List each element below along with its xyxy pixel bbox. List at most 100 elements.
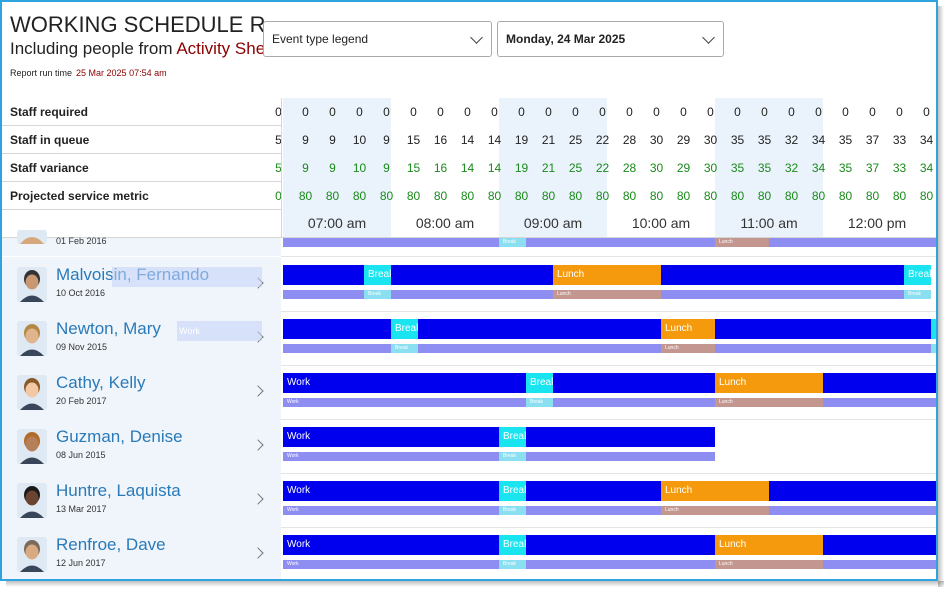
staff-row[interactable]: 01 Feb 2016 <box>2 230 281 256</box>
report-subtitle: Including people from Activity Sheet <box>10 39 266 59</box>
metric-value: 0 <box>788 105 795 119</box>
metric-value: 9 <box>302 133 309 147</box>
schedule-lunch-bar[interactable]: Lunch <box>715 373 823 393</box>
metric-value: 0 <box>545 105 552 119</box>
hour-band <box>499 98 607 238</box>
metric-value: 19 <box>514 133 529 147</box>
schedule-lunch-sub-bar[interactable]: Lunch <box>715 238 769 247</box>
schedule-lunch-sub-bar[interactable]: Lunch <box>661 344 715 353</box>
staff-date: 01 Feb 2016 <box>56 236 107 246</box>
schedule-work-bar[interactable] <box>553 373 715 393</box>
schedule-work-sub-bar[interactable]: Work <box>283 452 499 461</box>
date-dropdown[interactable]: Monday, 24 Mar 2025 <box>497 21 724 57</box>
schedule-break-bar[interactable]: Break <box>526 373 553 393</box>
schedule-work-bar[interactable] <box>283 265 364 285</box>
schedule-work-sub-bar[interactable] <box>283 344 391 353</box>
metric-value: 0 <box>275 105 282 119</box>
schedule-work-sub-bar[interactable] <box>526 506 661 515</box>
metric-value: 35 <box>838 161 853 175</box>
staff-row[interactable]: Newton, Mary 09 Nov 2015 Work <box>2 311 281 365</box>
hour-label: 09:00 am <box>523 215 583 231</box>
metric-value: 33 <box>892 133 907 147</box>
event-type-legend-dropdown[interactable]: Event type legend <box>263 21 492 57</box>
schedule-break-bar[interactable] <box>931 319 936 339</box>
schedule-lunch-sub-bar[interactable]: Lunch <box>553 290 661 299</box>
staff-row[interactable]: Malvoisin, Fernando10 Oct 2016 <box>2 257 281 311</box>
schedule-break-bar[interactable]: Break <box>499 481 526 501</box>
report-title: WORKING SCHEDULE REPORT <box>10 12 265 37</box>
schedule-work-sub-bar[interactable] <box>661 290 904 299</box>
schedule-work-bar[interactable] <box>661 265 904 285</box>
schedule-break-sub-bar[interactable]: Break <box>499 560 526 569</box>
schedule-work-bar[interactable] <box>283 319 391 339</box>
schedule-work-sub-bar[interactable] <box>526 560 715 569</box>
staff-row[interactable]: Guzman, Denise 08 Jun 2015 <box>2 419 281 473</box>
schedule-lunch-bar[interactable]: Lunch <box>715 535 823 555</box>
schedule-work-sub-bar[interactable]: Work <box>283 506 499 515</box>
metric-value: 80 <box>622 189 637 203</box>
schedule-break-bar[interactable]: Break <box>499 535 526 555</box>
schedule-work-bar[interactable] <box>715 319 931 339</box>
schedule-break-sub-bar[interactable]: Break <box>526 398 553 407</box>
schedule-work-sub-bar[interactable] <box>823 560 936 569</box>
metric-value: 35 <box>838 133 853 147</box>
row-divider <box>281 365 936 366</box>
schedule-work-sub-bar[interactable] <box>553 398 715 407</box>
metric-value: 0 <box>680 105 687 119</box>
schedule-work-bar[interactable]: Work <box>283 481 499 501</box>
schedule-work-bar[interactable] <box>769 481 936 501</box>
schedule-work-sub-bar[interactable]: Work <box>283 560 499 569</box>
metric-value: 32 <box>784 133 799 147</box>
metric-value: 25 <box>568 161 583 175</box>
staff-name[interactable]: Huntre, Laquista <box>56 481 181 500</box>
schedule-work-bar[interactable] <box>823 373 936 393</box>
schedule-break-sub-bar[interactable]: Break <box>391 344 418 353</box>
chevron-down-icon <box>702 31 715 44</box>
schedule-work-bar[interactable]: Work <box>283 535 499 555</box>
schedule-work-bar[interactable] <box>526 481 661 501</box>
row-divider <box>2 153 281 154</box>
metric-value: 80 <box>541 189 556 203</box>
schedule-break-sub-bar[interactable] <box>931 344 936 353</box>
schedule-break-sub-bar[interactable]: Break <box>364 290 391 299</box>
schedule-work-sub-bar[interactable] <box>391 290 553 299</box>
staff-name[interactable]: Guzman, Denise <box>56 427 183 446</box>
schedule-work-sub-bar[interactable] <box>715 344 931 353</box>
schedule-break-bar[interactable]: Break <box>391 319 418 339</box>
staff-row[interactable]: Huntre, Laquista 13 Mar 2017 <box>2 473 281 527</box>
schedule-work-bar[interactable]: Work <box>283 373 526 393</box>
schedule-break-bar[interactable]: Break <box>364 265 391 285</box>
staff-name[interactable]: Newton, Mary <box>56 319 161 338</box>
schedule-work-bar[interactable] <box>526 427 715 447</box>
schedule-work-bar[interactable]: Work <box>283 427 499 447</box>
staff-name[interactable]: Renfroe, Dave <box>56 535 166 554</box>
schedule-work-bar[interactable] <box>823 535 936 555</box>
avatar <box>17 267 47 302</box>
schedule-work-sub-bar[interactable] <box>769 506 936 515</box>
metric-label-staff-in-queue: Staff in queue <box>10 133 90 147</box>
schedule-break-sub-bar[interactable]: Break <box>904 290 931 299</box>
schedule-work-sub-bar[interactable] <box>526 452 715 461</box>
schedule-work-bar[interactable] <box>391 265 553 285</box>
schedule-break-sub-bar[interactable]: Break <box>499 238 526 247</box>
schedule-break-bar[interactable]: Break <box>499 427 526 447</box>
schedule-lunch-bar[interactable]: Lunch <box>553 265 661 285</box>
schedule-lunch-sub-bar[interactable]: Lunch <box>661 506 769 515</box>
schedule-lunch-sub-bar[interactable]: Lunch <box>715 560 823 569</box>
schedule-work-sub-bar[interactable]: Work <box>283 398 526 407</box>
schedule-lunch-sub-bar[interactable]: Lunch <box>715 398 823 407</box>
staff-row[interactable]: Renfroe, Dave 12 Jun 2017 <box>2 527 281 579</box>
schedule-work-sub-bar[interactable] <box>283 290 364 299</box>
staff-row[interactable]: Cathy, Kelly 20 Feb 2017 <box>2 365 281 419</box>
schedule-work-bar[interactable] <box>526 535 715 555</box>
staff-name[interactable]: Cathy, Kelly <box>56 373 146 392</box>
schedule-work-sub-bar[interactable] <box>823 398 936 407</box>
schedule-work-bar[interactable] <box>418 319 661 339</box>
schedule-break-bar[interactable]: Break <box>904 265 931 285</box>
schedule-break-sub-bar[interactable]: Break <box>499 452 526 461</box>
schedule-lunch-bar[interactable]: Lunch <box>661 481 769 501</box>
schedule-lunch-bar[interactable]: Lunch <box>661 319 715 339</box>
schedule-break-sub-bar[interactable]: Break <box>499 506 526 515</box>
schedule-work-sub-bar[interactable] <box>418 344 661 353</box>
schedule-work-sub-bar[interactable] <box>283 238 936 247</box>
